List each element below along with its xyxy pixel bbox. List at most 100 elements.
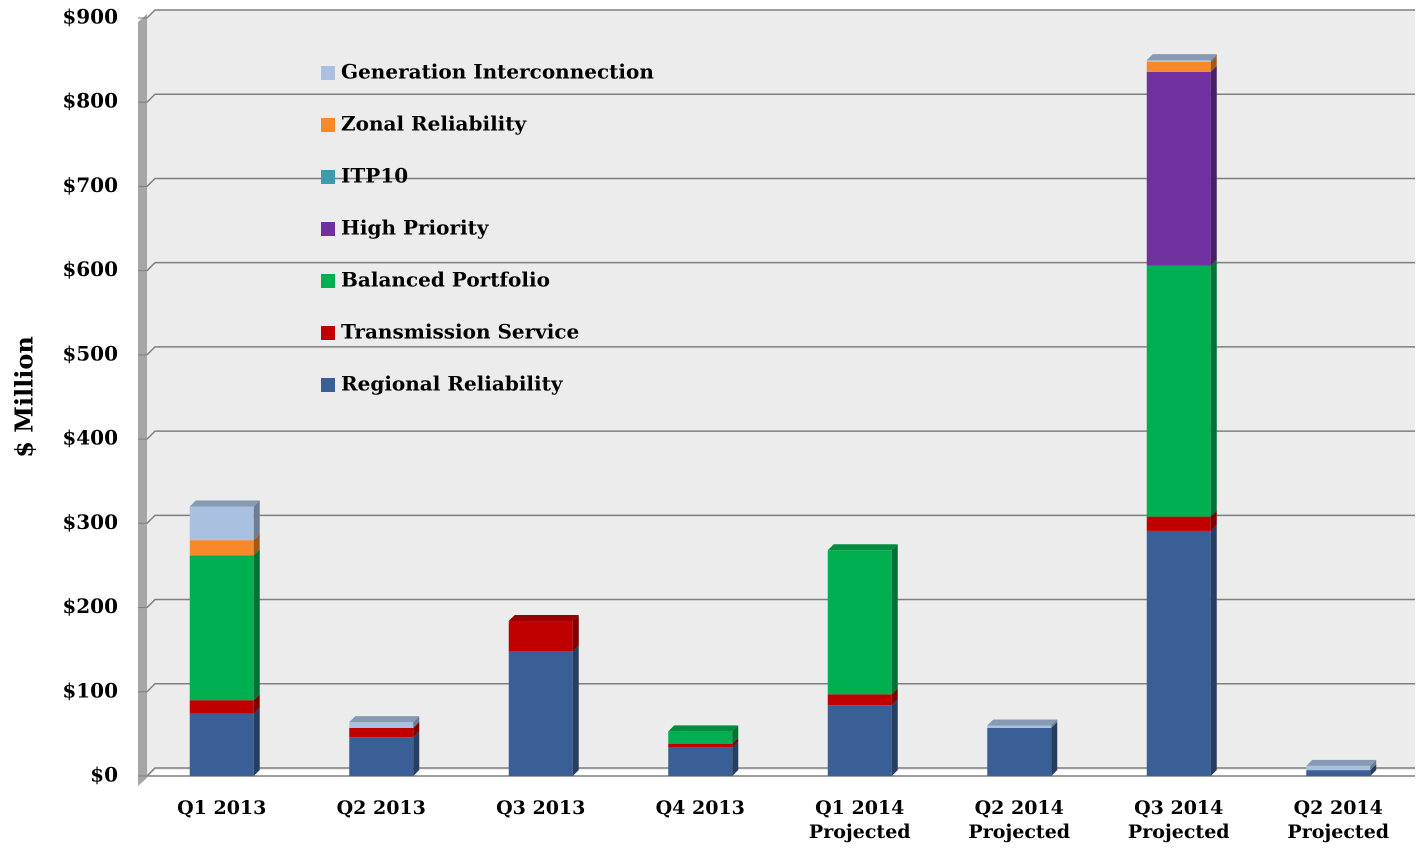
- x-tick-label: Q4 2013: [655, 797, 745, 819]
- bar-side: [253, 534, 260, 556]
- legend-swatch: [321, 170, 335, 184]
- bar-side: [413, 721, 420, 738]
- bar-side: [732, 741, 739, 776]
- plot-area: [147, 10, 1415, 778]
- bar-side: [1051, 721, 1058, 776]
- bar-top: [189, 500, 260, 507]
- bar-segment: [349, 722, 414, 728]
- grid-line: [146, 598, 1415, 609]
- bar-side: [732, 725, 739, 744]
- bar-side: [1370, 764, 1377, 776]
- bar-side: [253, 707, 260, 776]
- bar-side: [253, 694, 260, 714]
- bar-side: [572, 615, 579, 652]
- bar-top: [668, 725, 739, 732]
- bar-top: [987, 719, 1058, 726]
- x-tick-label: Q3 2014 Projected: [1127, 797, 1230, 843]
- y-tick-label: $0: [90, 763, 118, 787]
- bar-side: [1370, 759, 1377, 771]
- bar-segment: [668, 743, 733, 748]
- bar-segment: [189, 713, 254, 776]
- side-wall: [138, 14, 147, 786]
- y-tick-label: $700: [62, 173, 118, 197]
- y-tick-label: $400: [62, 426, 118, 450]
- bar-side: [891, 699, 898, 776]
- bar-side: [1210, 65, 1217, 266]
- bar-side: [413, 731, 420, 776]
- bar-segment: [189, 506, 254, 541]
- bar-side: [1051, 719, 1058, 728]
- grid-line: [146, 683, 1415, 693]
- bar-side: [253, 549, 260, 701]
- bar-segment: [827, 694, 892, 706]
- bar-segment: [827, 705, 892, 776]
- legend-swatch: [321, 274, 335, 288]
- x-tick-label: Q2 2014 Projected: [1287, 797, 1390, 843]
- bar-segment: [189, 555, 254, 701]
- y-tick-label: $100: [62, 678, 118, 702]
- bar-side: [1210, 55, 1217, 72]
- legend-swatch: [321, 118, 335, 132]
- grid-line: [146, 261, 1415, 272]
- bar-segment: [1146, 71, 1211, 266]
- bar-segment: [189, 540, 254, 556]
- bar-segment: [1146, 516, 1211, 531]
- bar-segment: [1306, 765, 1371, 771]
- legend-label: Transmission Service: [341, 320, 579, 344]
- bar-segment: [1146, 61, 1211, 72]
- bar-segment: [1146, 530, 1211, 776]
- y-tick-label: $900: [62, 5, 118, 29]
- bar-top: [1146, 54, 1217, 61]
- bar-segment: [189, 700, 254, 714]
- legend-swatch: [321, 326, 335, 340]
- grid-line: [146, 346, 1415, 356]
- y-tick-label: $300: [62, 510, 118, 534]
- bar-side: [891, 544, 898, 695]
- y-tick-label: $200: [62, 594, 118, 618]
- bar-segment: [1146, 60, 1211, 62]
- x-tick-label: Q3 2013: [496, 797, 586, 819]
- bar-side: [1210, 54, 1217, 62]
- x-tick-label: Q1 2013: [177, 797, 267, 819]
- bar-segment: [987, 727, 1052, 776]
- x-tick-label: Q1 2014 Projected: [808, 797, 911, 843]
- grid-line: [146, 177, 1415, 187]
- bar-segment: [827, 550, 892, 695]
- bar-side: [1210, 259, 1217, 517]
- bar-top: [508, 615, 579, 622]
- y-tick-label: $500: [62, 341, 118, 365]
- bar-side: [891, 688, 898, 706]
- bar-segment: [508, 651, 573, 776]
- legend-swatch: [321, 378, 335, 392]
- legend-label: Regional Reliability: [341, 372, 564, 396]
- bar-side: [253, 500, 260, 541]
- bar-side: [572, 645, 579, 776]
- bar-side: [1210, 524, 1217, 776]
- x-tick-label: Q2 2013: [336, 797, 426, 819]
- legend-label: High Priority: [341, 216, 490, 240]
- y-axis-label: $ Million: [10, 336, 39, 458]
- bar-segment: [987, 725, 1052, 728]
- grid-line: [146, 9, 1415, 19]
- legend-label: Zonal Reliability: [341, 112, 528, 136]
- bar-segment: [668, 731, 733, 744]
- legend-swatch: [321, 222, 335, 236]
- bar-top: [1306, 759, 1377, 766]
- legend-swatch: [321, 66, 335, 80]
- grid-line: [146, 93, 1415, 103]
- bar-side: [732, 737, 739, 748]
- bar-top: [827, 544, 898, 551]
- bar-side: [413, 716, 420, 728]
- bar-segment: [508, 621, 573, 652]
- bar-top: [349, 716, 420, 723]
- legend-label: ITP10: [341, 164, 408, 188]
- bar-side: [1210, 510, 1217, 531]
- grid-line: [146, 514, 1415, 524]
- bar-segment: [1146, 265, 1211, 517]
- bar-segment: [349, 727, 414, 738]
- grid-line: [146, 430, 1415, 440]
- bar-segment: [1306, 770, 1371, 776]
- y-tick-label: $800: [62, 89, 118, 113]
